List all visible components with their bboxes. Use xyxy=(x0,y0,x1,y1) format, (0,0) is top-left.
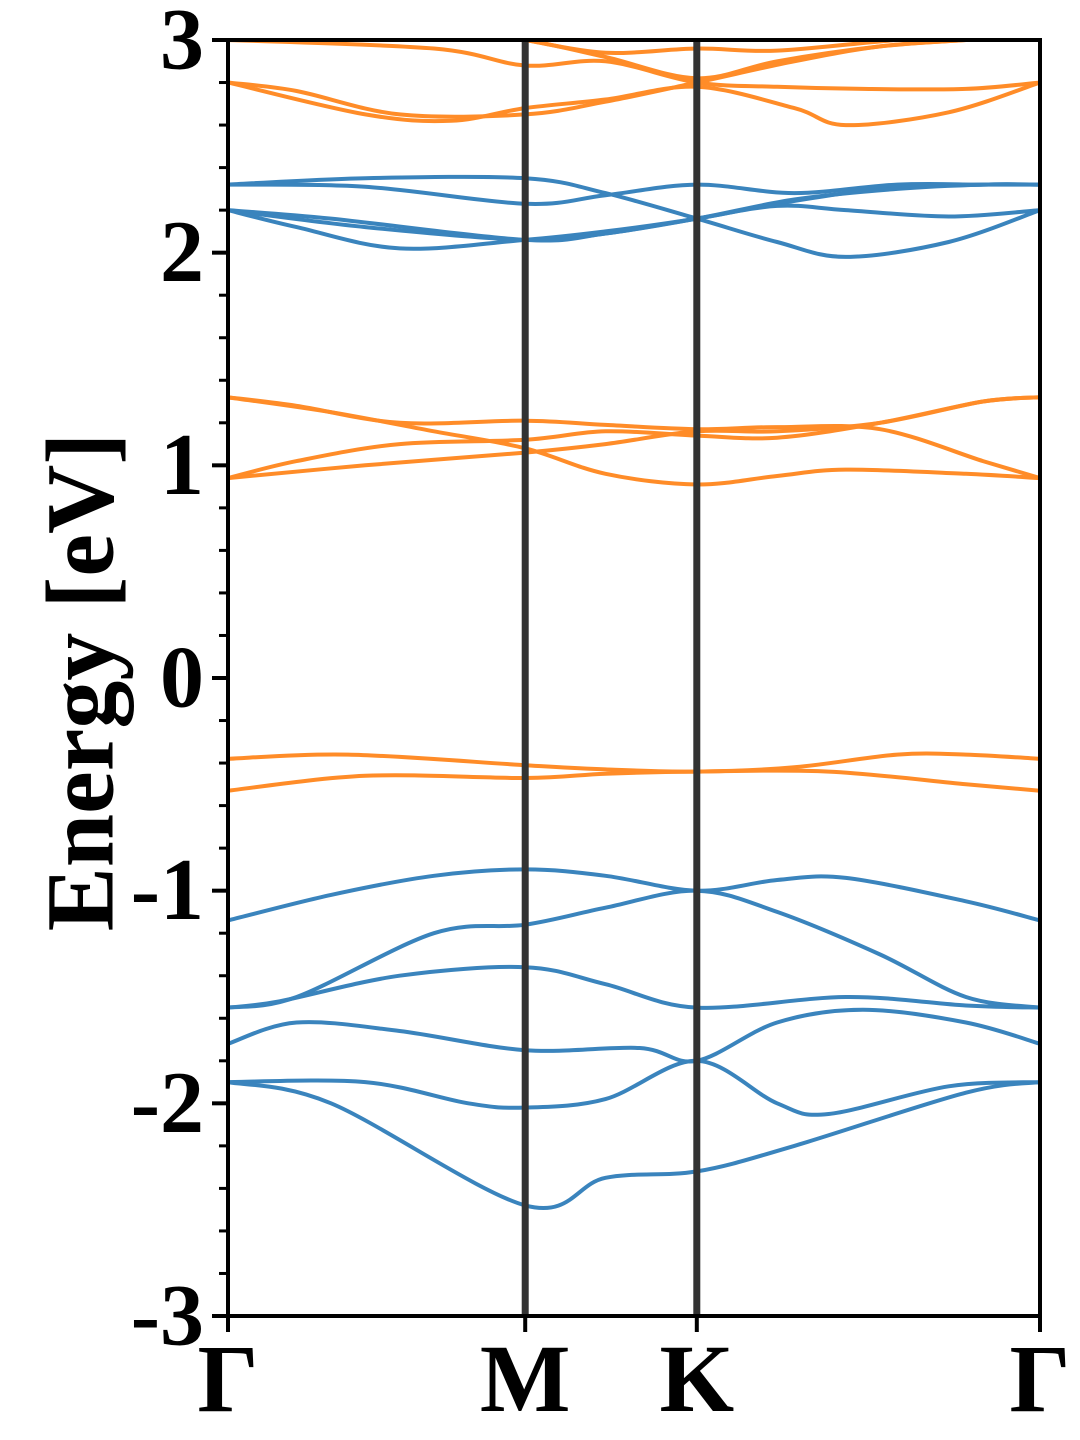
band-line-7 xyxy=(228,768,1040,793)
x-tick-label: Γ xyxy=(197,1325,258,1432)
band-line-21 xyxy=(512,40,999,81)
plot-frame xyxy=(226,38,1042,1318)
band-line-17 xyxy=(228,203,1040,243)
band-line-12 xyxy=(228,395,1040,487)
band-line-1 xyxy=(228,1080,1040,1210)
y-tick-label: 1 xyxy=(160,417,204,514)
band-lines xyxy=(228,40,1040,1210)
band-line-15 xyxy=(228,181,1040,206)
band-line-18 xyxy=(228,40,999,119)
band-line-19 xyxy=(228,80,1040,128)
x-tick-label: Γ xyxy=(1009,1325,1070,1432)
y-axis-label: Energy [eV] xyxy=(27,433,134,932)
band-line-8 xyxy=(228,751,1040,774)
band-line-5 xyxy=(228,888,1040,1010)
band-line-20 xyxy=(228,40,1040,92)
band-line-10 xyxy=(228,395,1040,481)
band-line-3 xyxy=(228,1007,1040,1064)
x-tick-label: M xyxy=(480,1325,571,1432)
x-tick-label: K xyxy=(659,1325,734,1432)
y-tick-label: 2 xyxy=(160,204,204,301)
y-tick-label: -2 xyxy=(131,1055,204,1152)
y-tick-label: 3 xyxy=(160,0,204,89)
y-tick-label: 0 xyxy=(160,630,204,727)
band-line-22 xyxy=(523,40,928,56)
high-symmetry-lines xyxy=(521,40,701,1316)
y-tick-label: -3 xyxy=(131,1268,204,1365)
band-line-16 xyxy=(228,174,1040,259)
band-line-4 xyxy=(228,964,1040,1010)
band-line-6 xyxy=(228,867,1040,923)
y-tick-label: -1 xyxy=(131,842,204,939)
band-line-2 xyxy=(228,1058,1040,1117)
y-axis-ticks: -3 -2 -1 0 1 2 3 xyxy=(131,0,228,1365)
